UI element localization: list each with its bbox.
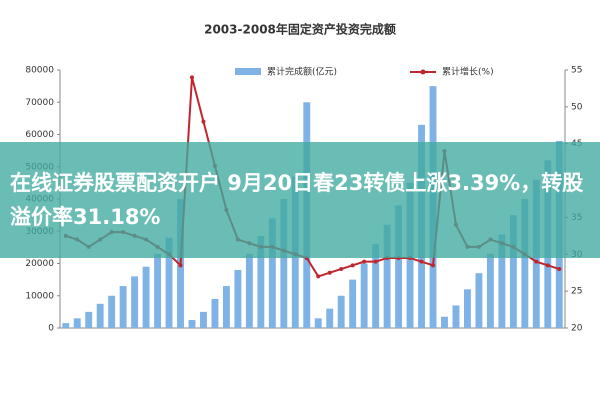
bar [360,263,368,328]
y2-tick-label: 20 [571,324,583,334]
line-marker [534,259,539,264]
bar [337,295,345,328]
bar [509,215,517,328]
bar [314,318,322,328]
line-marker [339,267,344,272]
bar [349,279,357,328]
bar [486,253,494,328]
bar [452,305,460,328]
line-marker [178,263,183,268]
line-marker [201,119,206,124]
bar [383,224,391,328]
y-tick-label: 20000 [25,259,54,269]
chart-title: 2003-2008年固定资产投资完成额 [204,22,396,37]
bar [108,295,116,328]
line-marker [545,263,550,268]
bar [165,237,173,328]
line-marker [327,270,332,275]
bar [234,269,242,328]
bar [222,286,230,328]
bar [464,289,471,328]
legend-label: 累计增长(%) [442,66,494,78]
line-marker [419,259,424,264]
bar [245,253,253,328]
bar [62,323,70,328]
bar [96,303,104,328]
legend-label: 累计完成额(亿元) [267,66,337,78]
bar [73,318,81,328]
bar [498,234,506,328]
bar [142,266,150,328]
bar [521,199,529,328]
legend-swatch [235,68,261,75]
line-marker [316,274,321,279]
headline: 在线证券股票配资开户 9月20日春23转债上涨3.39%，转股溢价率31.18% [10,171,584,229]
line-marker [362,259,367,264]
line-marker [431,263,436,268]
legend-swatch [420,69,426,75]
line-marker [373,259,378,264]
bar [475,273,483,328]
y-tick-label: 10000 [25,291,54,301]
y-tick-label: 60000 [25,130,54,140]
line-marker [189,75,194,80]
bar [85,311,93,328]
y-tick-label: 80000 [25,66,54,76]
bar [372,244,380,328]
bar [200,311,207,328]
bar [257,236,265,328]
y-tick-label: 0 [48,324,54,334]
bar [211,298,219,328]
y-tick-label: 70000 [25,98,54,108]
bar [131,276,139,328]
y2-tick-label: 55 [571,66,582,76]
bar [268,218,276,328]
bar [119,286,127,328]
bar [441,316,448,328]
bar [326,308,334,328]
line-marker [557,267,562,272]
y2-tick-label: 50 [571,102,583,112]
y2-tick-label: 25 [571,287,582,297]
bar [154,253,161,328]
bar [395,205,403,328]
bar [188,319,196,328]
line-marker [350,263,355,268]
bar [280,199,288,328]
headline-banner: 在线证券股票配资开户 9月20日春23转债上涨3.39%，转股溢价率31.18% [0,142,600,258]
